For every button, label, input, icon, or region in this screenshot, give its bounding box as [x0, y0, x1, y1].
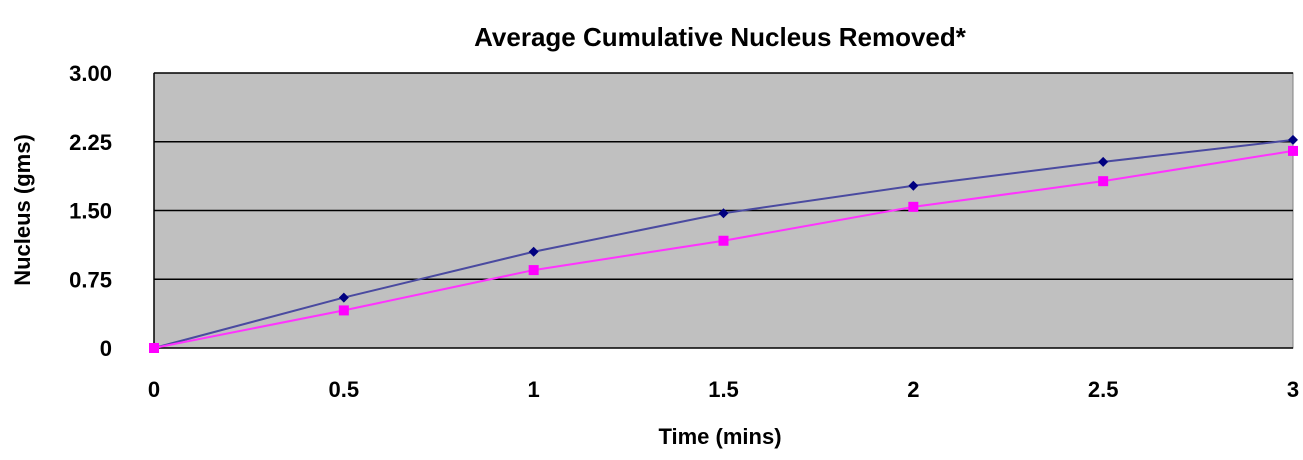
chart-title: Average Cumulative Nucleus Removed* [474, 22, 967, 52]
series-1-point-4 [908, 201, 919, 212]
y-tick-label-1: 0.75 [69, 267, 112, 292]
x-tick-label-2: 1 [528, 377, 540, 402]
x-tick-label-0: 0 [148, 377, 160, 402]
series-0-point-6 [1288, 134, 1298, 145]
series-1-point-5 [1098, 176, 1109, 187]
series-0-point-1 [338, 292, 349, 303]
y-tick-label-4: 3.00 [69, 61, 112, 86]
x-axis-label: Time (mins) [658, 424, 781, 449]
x-tick-label-6: 3 [1287, 377, 1299, 402]
x-tick-label-5: 2.5 [1088, 377, 1119, 402]
series-1-point-3 [718, 235, 729, 246]
series-0-point-2 [528, 246, 539, 257]
series-1-point-1 [338, 305, 349, 316]
y-tick-label-3: 2.25 [69, 130, 112, 155]
series-0-point-3 [718, 208, 729, 219]
series-0-point-4 [908, 180, 919, 191]
x-tick-label-3: 1.5 [708, 377, 739, 402]
y-tick-label-0: 0 [100, 336, 112, 361]
x-tick-label-1: 0.5 [329, 377, 360, 402]
y-axis-label: Nucleus (gms) [10, 134, 35, 286]
plot-area: 0 0.75 1.50 2.25 3.00 0 0.5 1 1.5 2 2.5 3 [69, 61, 1299, 402]
series-1-point-0 [149, 343, 159, 353]
series-1-point-6 [1288, 145, 1298, 156]
y-tick-label-2: 1.50 [69, 199, 112, 224]
x-tick-label-4: 2 [907, 377, 919, 402]
series-0-point-5 [1098, 156, 1109, 167]
series-1-point-2 [528, 265, 539, 276]
